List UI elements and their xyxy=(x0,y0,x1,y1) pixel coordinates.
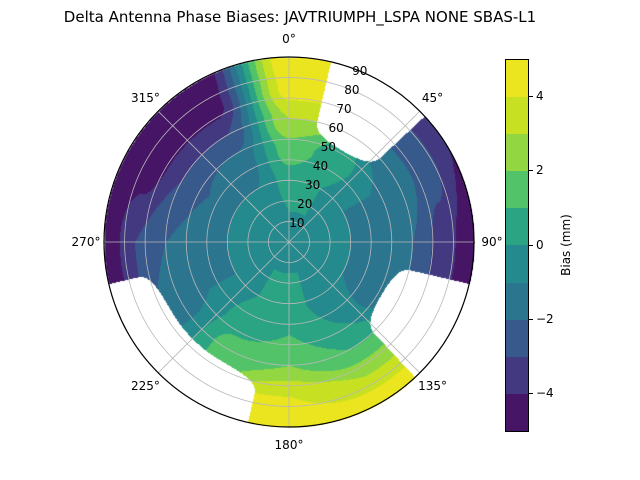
colorbar-segment xyxy=(506,393,528,431)
colorbar-tick-mark xyxy=(529,318,533,320)
azimuth-tick-label: 270° xyxy=(71,235,101,249)
azimuth-tick-label: 0° xyxy=(282,32,296,46)
azimuth-gridline xyxy=(288,110,421,243)
colorbar-tick-label: −2 xyxy=(536,311,554,326)
radial-tick-label: 80 xyxy=(344,83,360,98)
colorbar-tick-mark xyxy=(529,170,533,172)
radial-tick-label: 10 xyxy=(289,216,305,230)
colorbar xyxy=(505,59,529,432)
azimuth-gridline xyxy=(157,110,290,243)
radial-tick-label: 60 xyxy=(328,121,344,136)
azimuth-gridline xyxy=(157,241,290,374)
colorbar-segment xyxy=(506,208,528,246)
radial-tick-label: 70 xyxy=(336,102,352,117)
radial-tick-label: 50 xyxy=(320,140,336,155)
colorbar-tick-mark xyxy=(529,96,533,98)
azimuth-tick-label: 135° xyxy=(418,378,447,393)
azimuth-tick-label: 90° xyxy=(481,235,503,249)
colorbar-tick-label: 4 xyxy=(536,89,544,104)
azimuth-tick-label: 225° xyxy=(131,378,160,393)
colorbar-segment xyxy=(506,282,528,320)
polar-boundary xyxy=(103,56,475,428)
colorbar-segment xyxy=(506,319,528,357)
colorbar-segment xyxy=(506,171,528,209)
colorbar-label: Bias (mm) xyxy=(559,213,573,276)
azimuth-gridline xyxy=(288,241,421,374)
colorbar-tick-label: 0 xyxy=(536,237,544,252)
colorbar-segment xyxy=(506,97,528,135)
colorbar-segment xyxy=(506,356,528,394)
plot-title: Delta Antenna Phase Biases: JAVTRIUMPH_L… xyxy=(63,8,537,26)
azimuth-tick-label: 180° xyxy=(274,438,304,452)
radial-tick-label: 20 xyxy=(297,197,313,212)
colorbar-tick-label: −4 xyxy=(536,385,554,400)
colorbar-tick-mark xyxy=(529,392,533,394)
azimuth-tick-label: 315° xyxy=(131,91,160,106)
colorbar-segment xyxy=(506,134,528,172)
colorbar-tick-mark xyxy=(529,244,533,246)
colorbar-tick-label: 2 xyxy=(536,163,544,178)
colorbar-segment xyxy=(506,60,528,98)
azimuth-tick-label: 45° xyxy=(421,91,444,106)
radial-tick-label: 90 xyxy=(352,64,368,79)
radial-tick-label: 40 xyxy=(312,159,329,174)
colorbar-segment xyxy=(506,245,528,283)
radial-tick-label: 30 xyxy=(304,178,321,193)
